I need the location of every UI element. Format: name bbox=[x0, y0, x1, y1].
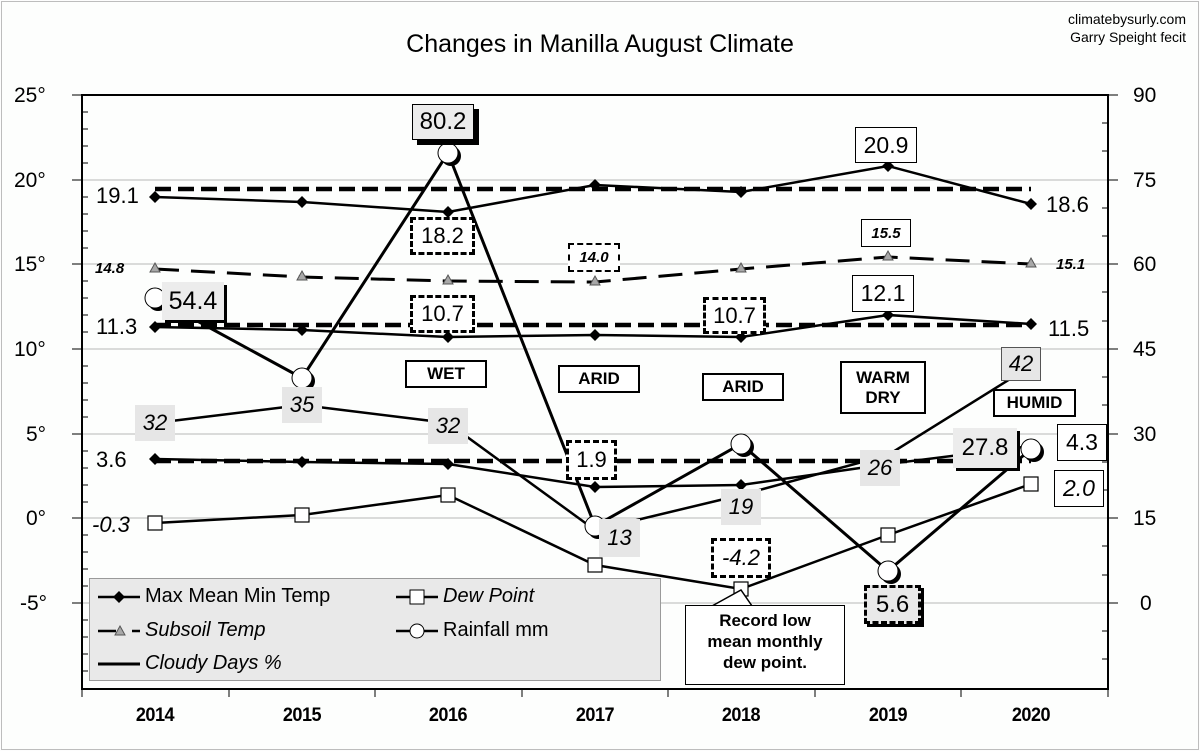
max-2019-label: 20.9 bbox=[855, 127, 917, 163]
zone-dry-text: DRY bbox=[865, 387, 901, 407]
legend-item-subsoil: Subsoil Temp bbox=[96, 619, 265, 642]
legend-label-temp: Max Mean Min Temp bbox=[145, 585, 331, 607]
x-tick-2019: 2019 bbox=[868, 705, 908, 726]
right-tick-0: 0 bbox=[1140, 592, 1152, 615]
x-tick-2016: 2016 bbox=[428, 705, 468, 726]
cloud-2017-label: 13 bbox=[599, 519, 640, 557]
right-tick-30: 30 bbox=[1133, 423, 1157, 446]
legend-label-dew: Dew Point bbox=[443, 585, 535, 607]
square-line-icon bbox=[396, 589, 438, 604]
cloud-2018-label: 19 bbox=[721, 489, 761, 525]
mean-last-label: 11.5 bbox=[1048, 316, 1090, 341]
legend-item-cloudy: Cloudy Days % bbox=[96, 652, 282, 675]
rain-2019-label: 5.6 bbox=[864, 585, 921, 624]
min-last-label: 4.3 bbox=[1057, 424, 1107, 461]
x-tick-2015: 2015 bbox=[282, 705, 322, 726]
max-first-label: 19.1 bbox=[96, 183, 139, 208]
credit-site: climatebysurly.com bbox=[1068, 11, 1186, 27]
cloud-2020-label: 42 bbox=[1001, 347, 1041, 381]
record-low-callout: Record low mean monthly dew point. bbox=[685, 605, 845, 685]
legend-label-subsoil: Subsoil Temp bbox=[145, 619, 266, 641]
soil-last-label: 15.1 bbox=[1056, 256, 1086, 273]
dew-point-markers bbox=[147, 476, 1039, 597]
mean-2016-label: 10.7 bbox=[410, 295, 475, 333]
mean-2018-label: 10.7 bbox=[703, 297, 766, 334]
left-tick-20: 20° bbox=[14, 169, 46, 192]
callout-line-3: dew point. bbox=[722, 653, 808, 672]
right-tick-15: 15 bbox=[1133, 507, 1157, 530]
callout-line-1: Record low bbox=[719, 611, 811, 630]
circle-line-icon bbox=[396, 623, 438, 638]
chart-title: Changes in Manilla August Climate bbox=[406, 30, 794, 58]
zone-arid-2018: ARID bbox=[702, 373, 784, 401]
x-tick-2018: 2018 bbox=[721, 705, 761, 726]
triangle-dash-icon bbox=[98, 624, 140, 635]
dew-first-label: -0.3 bbox=[92, 512, 130, 537]
soil-2019-label: 15.5 bbox=[861, 219, 911, 247]
right-tick-90: 90 bbox=[1133, 84, 1157, 107]
chart-credit: climatebysurly.com Garry Speight fecit bbox=[1068, 10, 1186, 46]
right-tick-45: 45 bbox=[1133, 338, 1157, 361]
dew-2018-label: -4.2 bbox=[711, 538, 771, 578]
zone-warm-dry: WARM DRY bbox=[840, 361, 926, 414]
legend-item-temp: Max Mean Min Temp bbox=[96, 585, 330, 608]
rain-2020-label: 27.8 bbox=[953, 428, 1017, 468]
cloud-2014-label: 32 bbox=[135, 405, 175, 441]
cloud-2019-label: 26 bbox=[860, 450, 900, 486]
zone-wet: WET bbox=[405, 360, 487, 388]
x-tick-2017: 2017 bbox=[575, 705, 615, 726]
left-tick-minus5: -5° bbox=[20, 592, 48, 615]
soil-first-label: 14.8 bbox=[95, 260, 125, 277]
left-tick-10: 10° bbox=[14, 338, 46, 361]
max-2016-label: 18.2 bbox=[410, 217, 475, 255]
legend-label-cloudy: Cloudy Days % bbox=[145, 652, 282, 674]
legend-item-rain: Rainfall mm bbox=[394, 619, 549, 642]
left-tick-5: 5° bbox=[26, 423, 47, 446]
left-tick-0: 0° bbox=[26, 507, 47, 530]
credit-author: Garry Speight fecit bbox=[1070, 29, 1186, 45]
plain-line-icon bbox=[98, 662, 140, 665]
right-tick-60: 60 bbox=[1133, 253, 1157, 276]
cloud-2016-label: 32 bbox=[428, 408, 468, 444]
rain-2016-label: 80.2 bbox=[412, 104, 474, 140]
mean-first-label: 11.3 bbox=[96, 314, 138, 339]
plot-border bbox=[81, 94, 1109, 690]
max-last-label: 18.6 bbox=[1046, 192, 1089, 217]
left-tick-15: 15° bbox=[14, 253, 46, 276]
rain-2014-label: 54.4 bbox=[162, 282, 224, 320]
right-tick-75: 75 bbox=[1133, 169, 1157, 192]
min-2017-label: 1.9 bbox=[566, 440, 617, 480]
legend-item-dew: Dew Point bbox=[394, 585, 534, 608]
x-tick-2020: 2020 bbox=[1011, 705, 1051, 726]
callout-line-2: mean monthly bbox=[707, 632, 823, 651]
zone-arid-2017: ARID bbox=[558, 365, 640, 393]
subsoil-markers bbox=[149, 249, 1037, 286]
soil-2017-label: 14.0 bbox=[568, 243, 620, 272]
zone-warm-text: WARM bbox=[856, 367, 910, 387]
diamond-line-icon bbox=[98, 590, 140, 603]
mean-2019-label: 12.1 bbox=[852, 275, 914, 312]
cloud-2015-label: 35 bbox=[282, 387, 322, 423]
x-tick-2014: 2014 bbox=[135, 705, 175, 726]
dew-last-label: 2.0 bbox=[1054, 470, 1104, 507]
left-tick-25: 25° bbox=[14, 84, 46, 107]
min-first-label: 3.6 bbox=[96, 447, 127, 472]
legend-label-rain: Rainfall mm bbox=[443, 619, 549, 641]
zone-humid: HUMID bbox=[993, 389, 1076, 417]
legend: Max Mean Min Temp Dew Point Subsoil Temp… bbox=[89, 578, 661, 681]
